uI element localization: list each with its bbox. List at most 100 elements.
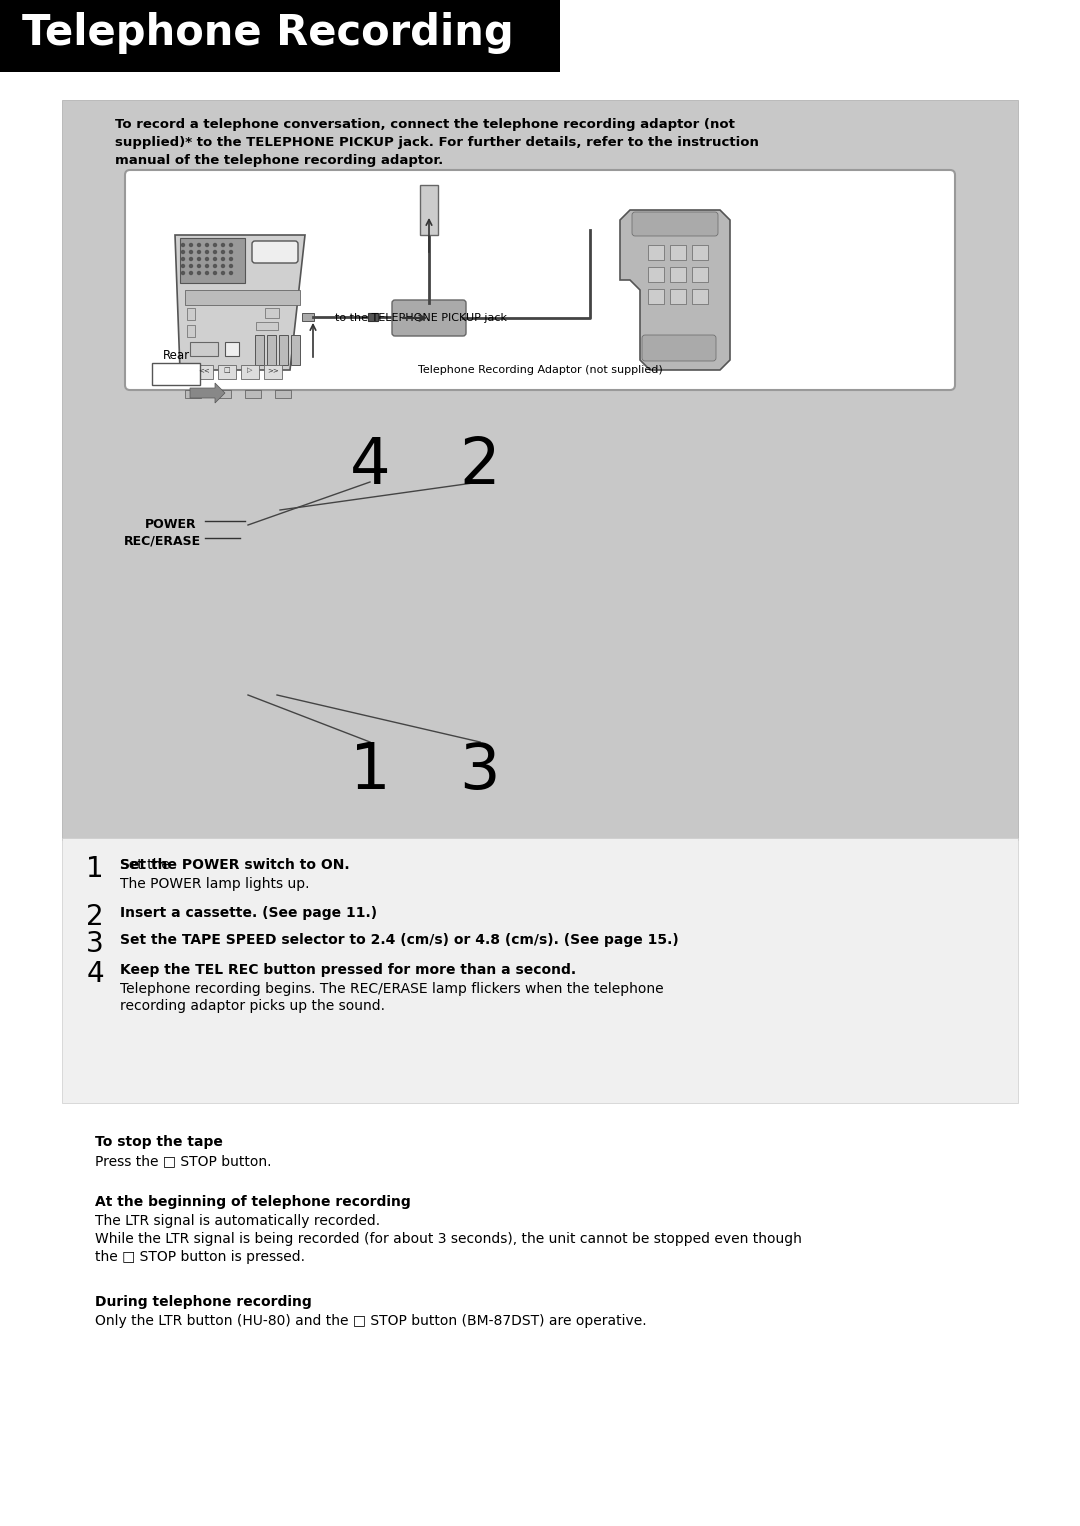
Bar [62, 838, 1018, 1103]
Text: supplied)* to the TELEPHONE PICKUP jack. For further details, refer to the instr: supplied)* to the TELEPHONE PICKUP jack.… [114, 136, 759, 150]
Bar [215, 391, 231, 398]
Circle shape [221, 244, 225, 247]
Bar [267, 336, 276, 365]
FancyBboxPatch shape [642, 336, 716, 362]
Bar [256, 322, 278, 330]
Bar [670, 246, 686, 259]
Circle shape [229, 264, 232, 267]
Text: Insert a cassette. (See page 11.): Insert a cassette. (See page 11.) [120, 906, 377, 920]
Text: 2: 2 [86, 903, 104, 931]
Bar [670, 267, 686, 282]
Text: >>: >> [267, 366, 279, 372]
Text: recording adaptor picks up the sound.: recording adaptor picks up the sound. [120, 1000, 384, 1013]
Text: POWER: POWER [145, 517, 197, 531]
Circle shape [181, 250, 185, 253]
Circle shape [229, 250, 232, 253]
FancyBboxPatch shape [152, 363, 200, 385]
Bar [218, 365, 237, 378]
Text: 3: 3 [460, 740, 500, 803]
Bar [692, 288, 708, 304]
Circle shape [214, 272, 216, 275]
Text: Telephone Recording Adaptor (not supplied): Telephone Recording Adaptor (not supplie… [418, 365, 662, 375]
Bar [692, 267, 708, 282]
Circle shape [198, 272, 201, 275]
Text: The LTR signal is automatically recorded.: The LTR signal is automatically recorded… [95, 1215, 380, 1228]
Text: 2: 2 [460, 435, 500, 497]
Bar [0, 0, 561, 72]
Circle shape [229, 272, 232, 275]
Circle shape [198, 264, 201, 267]
FancyBboxPatch shape [392, 301, 465, 336]
Circle shape [229, 244, 232, 247]
Text: While the LTR signal is being recorded (for about 3 seconds), the unit cannot be: While the LTR signal is being recorded (… [95, 1231, 801, 1247]
Bar [225, 342, 239, 356]
Text: Set the POWER switch to ON.: Set the POWER switch to ON. [120, 858, 350, 871]
Text: 4: 4 [86, 960, 104, 987]
Text: to the TELEPHONE PICKUP jack: to the TELEPHONE PICKUP jack [335, 313, 507, 324]
Bar [187, 325, 195, 337]
Bar [195, 365, 213, 378]
Bar [265, 308, 279, 317]
Bar [275, 391, 291, 398]
Text: REC/ERASE: REC/ERASE [124, 536, 201, 548]
Polygon shape [620, 211, 730, 369]
Circle shape [189, 258, 192, 261]
Bar [190, 342, 218, 356]
Circle shape [181, 264, 185, 267]
Circle shape [214, 258, 216, 261]
Text: 3: 3 [86, 929, 104, 958]
Text: Only the LTR button (HU-80) and the □ STOP button (BM-87DST) are operative.: Only the LTR button (HU-80) and the □ ST… [95, 1314, 647, 1328]
Circle shape [181, 258, 185, 261]
Text: Telephone recording begins. The REC/ERASE lamp flickers when the telephone: Telephone recording begins. The REC/ERAS… [120, 983, 663, 996]
Bar [302, 313, 314, 320]
Text: Press the □ STOP button.: Press the □ STOP button. [95, 1154, 271, 1167]
Text: During telephone recording: During telephone recording [95, 1296, 312, 1309]
Text: Set the TAPE SPEED selector to 2.4 (cm/s) or 4.8 (cm/s). (See page 15.): Set the TAPE SPEED selector to 2.4 (cm/s… [120, 932, 678, 948]
Circle shape [229, 258, 232, 261]
Bar [187, 308, 195, 320]
Circle shape [221, 250, 225, 253]
Circle shape [221, 258, 225, 261]
Circle shape [221, 272, 225, 275]
FancyBboxPatch shape [252, 241, 298, 262]
Text: At the beginning of telephone recording: At the beginning of telephone recording [95, 1195, 410, 1209]
Circle shape [198, 258, 201, 261]
Bar [420, 185, 438, 235]
Circle shape [205, 244, 208, 247]
Text: Rear: Rear [162, 349, 190, 362]
Bar [185, 391, 201, 398]
Text: To record a telephone conversation, connect the telephone recording adaptor (not: To record a telephone conversation, conn… [114, 118, 734, 131]
Text: 1: 1 [86, 855, 104, 884]
Text: <<: << [198, 366, 210, 372]
Circle shape [181, 272, 185, 275]
Circle shape [221, 264, 225, 267]
Bar [291, 336, 300, 365]
Bar [670, 288, 686, 304]
FancyBboxPatch shape [125, 169, 955, 391]
Circle shape [189, 264, 192, 267]
Circle shape [198, 244, 201, 247]
Circle shape [205, 258, 208, 261]
Circle shape [205, 272, 208, 275]
Circle shape [198, 250, 201, 253]
FancyBboxPatch shape [632, 212, 718, 237]
Text: manual of the telephone recording adaptor.: manual of the telephone recording adapto… [114, 154, 443, 166]
Text: The POWER lamp lights up.: The POWER lamp lights up. [120, 877, 310, 891]
Bar [648, 288, 664, 304]
Text: Keep the TEL REC button pressed for more than a second.: Keep the TEL REC button pressed for more… [120, 963, 576, 977]
Circle shape [189, 272, 192, 275]
Circle shape [214, 264, 216, 267]
Text: ▷: ▷ [247, 366, 253, 372]
Circle shape [189, 250, 192, 253]
Circle shape [189, 244, 192, 247]
Text: Set the: Set the [120, 858, 174, 871]
Circle shape [205, 264, 208, 267]
Bar [279, 336, 288, 365]
Bar [264, 365, 282, 378]
Text: 4: 4 [350, 435, 390, 497]
Bar [245, 391, 261, 398]
Bar [185, 290, 300, 305]
Polygon shape [190, 383, 225, 403]
Bar [255, 336, 264, 365]
Text: the □ STOP button is pressed.: the □ STOP button is pressed. [95, 1250, 305, 1264]
